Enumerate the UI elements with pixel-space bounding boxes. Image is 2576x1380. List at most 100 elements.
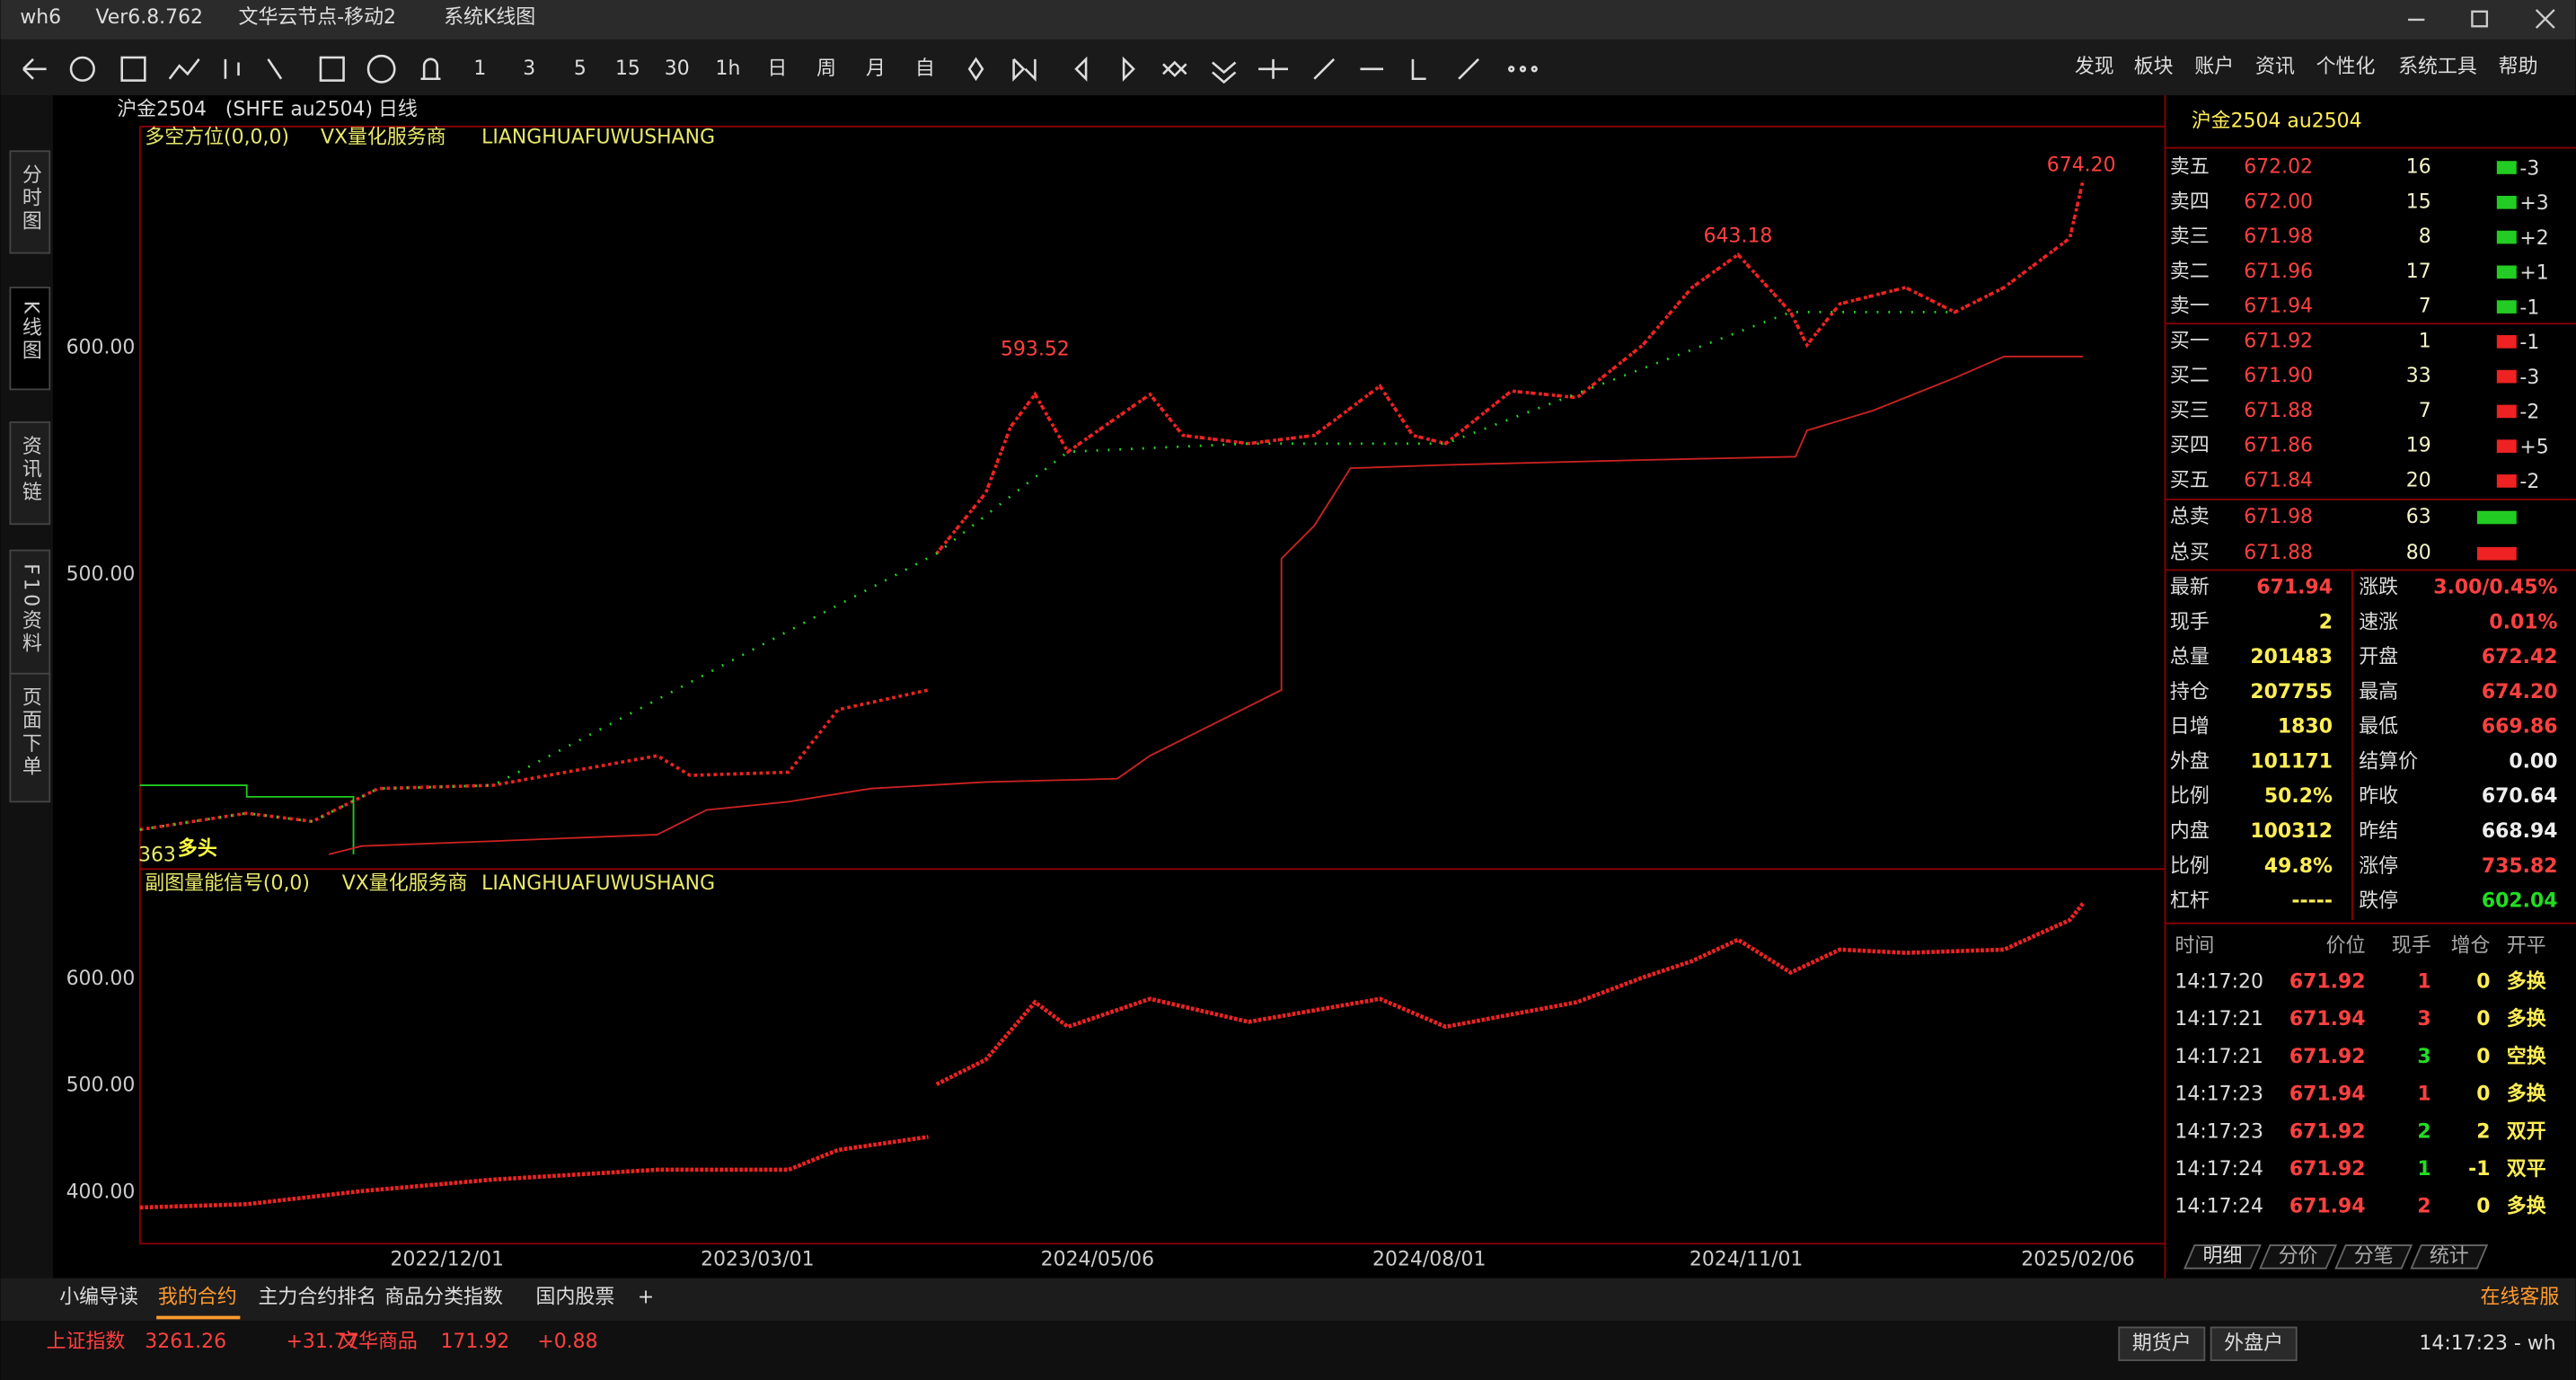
- side-tab[interactable]: [9, 421, 51, 526]
- trade-cell: 1: [2417, 1158, 2430, 1181]
- side-tab-label[interactable]: K线图: [19, 301, 41, 363]
- status-button[interactable]: [2118, 1326, 2206, 1361]
- book-change: -3: [2519, 157, 2539, 180]
- side-tab-label[interactable]: F10资料: [19, 563, 41, 656]
- stat-value: 669.86: [2482, 716, 2558, 739]
- toolbar-icons[interactable]: [22, 54, 1538, 84]
- side-tab-label[interactable]: 资讯链: [19, 436, 41, 505]
- trades-tab-label[interactable]: 分价: [2279, 1245, 2318, 1268]
- side-tab[interactable]: [9, 150, 51, 254]
- date-label: 2022/12/01: [391, 1249, 504, 1271]
- stat-label: 内盘: [2170, 820, 2210, 843]
- trades-header: 增仓: [2451, 934, 2491, 957]
- date-label: 2025/02/06: [2021, 1249, 2134, 1271]
- period-button[interactable]: 周: [816, 58, 836, 80]
- view-name: 系统K线图: [444, 6, 535, 29]
- menu-item[interactable]: 资讯: [2255, 56, 2295, 78]
- stat-label: 涨停: [2359, 855, 2398, 878]
- date-label: 2023/03/01: [701, 1249, 814, 1271]
- trades-tab[interactable]: [2183, 1244, 2262, 1269]
- bottom-tab[interactable]: 国内股票: [536, 1287, 615, 1309]
- menu-item[interactable]: 发现: [2075, 56, 2114, 78]
- period-button[interactable]: 月: [866, 58, 886, 80]
- period-select[interactable]: 日线: [378, 99, 418, 121]
- period-button[interactable]: 日: [767, 58, 787, 80]
- book-label: 卖五: [2170, 156, 2210, 179]
- book-price: 671.94: [2244, 296, 2313, 318]
- period-button[interactable]: 1: [473, 58, 486, 80]
- book-change: +5: [2519, 436, 2548, 458]
- status-button-label[interactable]: 外盘户: [2224, 1332, 2283, 1355]
- book-label: 卖二: [2170, 261, 2210, 283]
- stat-label: 现手: [2170, 611, 2210, 633]
- trades-tab[interactable]: [2334, 1244, 2413, 1269]
- stat-value: 735.82: [2482, 855, 2558, 878]
- bottom-tab[interactable]: +: [638, 1287, 654, 1309]
- trade-cell: 0: [2476, 1084, 2490, 1106]
- side-tab-label[interactable]: 页面下单: [19, 686, 41, 778]
- book-label: 买四: [2170, 435, 2210, 457]
- period-button[interactable]: 3: [523, 58, 535, 80]
- trades-header: 开平: [2507, 934, 2546, 957]
- trades-tab-label[interactable]: 分笔: [2354, 1245, 2394, 1268]
- trades-tab-label[interactable]: 明细: [2203, 1245, 2243, 1268]
- contract-name: 沪金2504: [117, 99, 207, 121]
- period-button[interactable]: 5: [574, 58, 587, 80]
- status-button[interactable]: [2210, 1326, 2298, 1361]
- stat-label: 持仓: [2170, 681, 2210, 703]
- period-button[interactable]: 15: [615, 58, 640, 80]
- service-link[interactable]: 在线客服: [2481, 1287, 2560, 1309]
- stat-value: 49.8%: [2264, 855, 2333, 878]
- stat-value: 0.01%: [2489, 611, 2557, 633]
- bottom-tab[interactable]: 我的合约: [158, 1287, 237, 1309]
- side-tab-label[interactable]: 分时图: [19, 164, 41, 234]
- trade-cell: 0: [2476, 1008, 2490, 1031]
- menu-item[interactable]: 账户: [2194, 56, 2234, 78]
- stat-value: 668.94: [2482, 820, 2558, 843]
- period-button[interactable]: 自: [915, 58, 935, 80]
- book-label: 卖一: [2170, 296, 2210, 318]
- book-change: +3: [2519, 192, 2548, 215]
- stat-value: 672.42: [2482, 646, 2558, 668]
- book-bar: [2496, 404, 2517, 419]
- total-bar: [2476, 510, 2517, 525]
- trade-cell: 多换: [2507, 1195, 2546, 1218]
- server-node: 文华云节点-移动2: [239, 6, 396, 29]
- trade-cell: 14:17:20: [2175, 970, 2263, 993]
- menu-item[interactable]: 个性化: [2316, 56, 2376, 78]
- book-bar: [2496, 335, 2517, 349]
- trade-cell: 1: [2417, 1084, 2430, 1106]
- sub-indicator: 副图量能信号(0,0): [145, 872, 310, 895]
- high-label: 593.52: [1001, 338, 1070, 360]
- period-button[interactable]: 1h: [716, 58, 741, 80]
- trades-tab-label[interactable]: 统计: [2430, 1245, 2469, 1268]
- menu-item[interactable]: 板块: [2134, 56, 2174, 78]
- status-button-label[interactable]: 期货户: [2132, 1332, 2192, 1355]
- book-change: +1: [2519, 262, 2548, 285]
- menu-item[interactable]: 系统工具: [2398, 56, 2477, 78]
- side-tab[interactable]: [9, 287, 51, 391]
- contract-code: (SHFE au2504): [225, 99, 373, 121]
- bottom-tab[interactable]: 小编导读: [59, 1287, 138, 1309]
- book-price: 671.84: [2244, 469, 2313, 491]
- trade-cell: 14:17:23: [2175, 1120, 2263, 1143]
- index-change: +31.77: [287, 1331, 359, 1353]
- stat-value: -----: [2291, 890, 2333, 913]
- menu-item[interactable]: 帮助: [2499, 56, 2538, 78]
- window-controls[interactable]: [2408, 9, 2555, 29]
- stat-value: 101171: [2250, 750, 2333, 773]
- side-tab[interactable]: [9, 672, 51, 803]
- version: Ver6.8.762: [95, 6, 203, 29]
- book-qty: 33: [2406, 365, 2431, 387]
- trades-tab[interactable]: [2410, 1244, 2489, 1269]
- period-button[interactable]: 30: [665, 58, 690, 80]
- bottom-tab[interactable]: 商品分类指数: [384, 1287, 503, 1309]
- book-bar: [2496, 439, 2517, 453]
- bottom-tab[interactable]: 主力合约排名: [258, 1287, 376, 1309]
- high-label: 643.18: [1704, 225, 1773, 247]
- trades-tab[interactable]: [2259, 1244, 2338, 1269]
- book-price: 671.86: [2244, 435, 2313, 457]
- total-bar: [2476, 546, 2517, 561]
- trade-cell: 2: [2476, 1120, 2490, 1143]
- stat-label: 比例: [2170, 785, 2210, 808]
